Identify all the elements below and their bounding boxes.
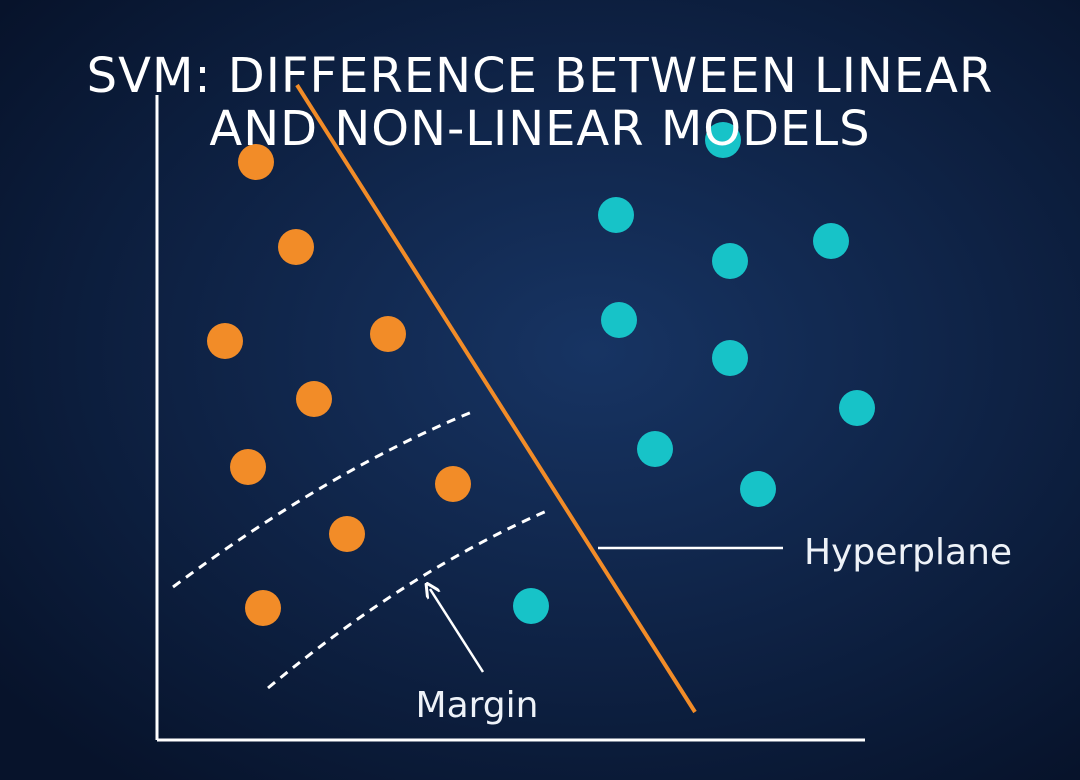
hyperplane-label: Hyperplane [804, 532, 1012, 573]
point [705, 122, 741, 158]
point [839, 390, 875, 426]
point [813, 223, 849, 259]
point [296, 381, 332, 417]
point [712, 340, 748, 376]
title-line: SVM: DIFFERENCE BETWEEN LINEAR [87, 48, 994, 104]
point [238, 144, 274, 180]
point [637, 431, 673, 467]
point [245, 590, 281, 626]
point [740, 471, 776, 507]
axes [155, 95, 865, 742]
point [513, 588, 549, 624]
point [329, 516, 365, 552]
margin-boundary [172, 410, 473, 589]
margin-boundary [267, 508, 550, 690]
point [598, 197, 634, 233]
point [601, 302, 637, 338]
teal-points [513, 122, 875, 624]
orange-points [207, 144, 471, 626]
point [370, 316, 406, 352]
margin-label: Margin [416, 685, 539, 726]
point [435, 466, 471, 502]
point [278, 229, 314, 265]
hyperplane-line [295, 83, 697, 714]
title-line: AND NON-LINEAR MODELS [209, 101, 870, 157]
margin-arrow [430, 589, 485, 673]
point [230, 449, 266, 485]
point [207, 323, 243, 359]
point [712, 243, 748, 279]
